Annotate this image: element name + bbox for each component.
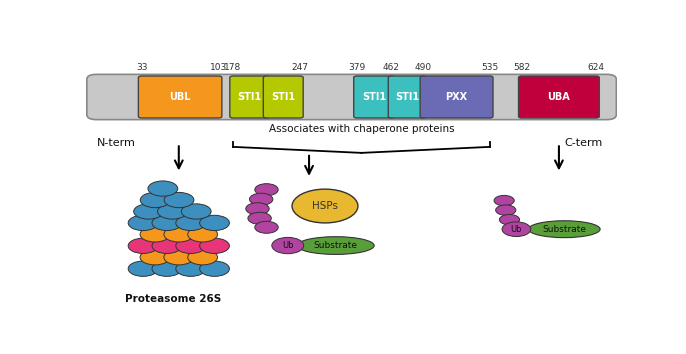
Circle shape — [255, 184, 279, 196]
Text: N-term: N-term — [96, 138, 135, 148]
Text: STI1: STI1 — [271, 92, 295, 102]
Circle shape — [141, 193, 170, 208]
Circle shape — [499, 215, 519, 225]
Text: Substrate: Substrate — [314, 241, 357, 250]
Text: Associates with chaperone proteins: Associates with chaperone proteins — [269, 124, 454, 134]
Ellipse shape — [297, 237, 374, 255]
Circle shape — [255, 221, 279, 233]
Circle shape — [176, 261, 206, 276]
Circle shape — [188, 227, 217, 242]
Text: PXX: PXX — [445, 92, 468, 102]
Text: 33: 33 — [136, 63, 147, 73]
Text: 535: 535 — [481, 63, 499, 73]
Text: STI1: STI1 — [395, 92, 419, 102]
Circle shape — [164, 193, 194, 208]
Circle shape — [200, 238, 229, 253]
Circle shape — [292, 189, 358, 223]
Circle shape — [152, 215, 182, 230]
Circle shape — [140, 227, 170, 242]
Circle shape — [250, 193, 273, 205]
FancyBboxPatch shape — [388, 76, 427, 118]
Circle shape — [502, 222, 531, 236]
Circle shape — [176, 238, 206, 253]
Text: Proteasome 26S: Proteasome 26S — [126, 294, 222, 304]
Text: UBL: UBL — [169, 92, 191, 102]
Circle shape — [128, 215, 158, 230]
Circle shape — [181, 204, 211, 219]
FancyBboxPatch shape — [87, 74, 616, 120]
FancyBboxPatch shape — [139, 76, 222, 118]
FancyBboxPatch shape — [263, 76, 303, 118]
FancyBboxPatch shape — [519, 76, 600, 118]
Circle shape — [152, 261, 182, 276]
Circle shape — [152, 238, 182, 253]
Circle shape — [134, 204, 163, 219]
Text: 247: 247 — [292, 63, 309, 73]
Text: Ub: Ub — [282, 241, 294, 250]
Text: 462: 462 — [383, 63, 400, 73]
Circle shape — [128, 238, 158, 253]
Circle shape — [200, 261, 229, 276]
FancyBboxPatch shape — [230, 76, 270, 118]
Circle shape — [140, 250, 170, 265]
Circle shape — [496, 205, 516, 215]
FancyBboxPatch shape — [354, 76, 394, 118]
Text: STI1: STI1 — [362, 92, 386, 102]
Text: 582: 582 — [513, 63, 530, 73]
Circle shape — [128, 261, 158, 276]
Circle shape — [158, 204, 187, 219]
Text: C-term: C-term — [564, 138, 602, 148]
Circle shape — [246, 203, 269, 215]
Text: 490: 490 — [415, 63, 432, 73]
Text: Ub: Ub — [510, 225, 522, 234]
Circle shape — [164, 227, 193, 242]
Text: 624: 624 — [588, 63, 604, 73]
Circle shape — [176, 215, 206, 230]
Circle shape — [200, 215, 229, 230]
Text: STI1: STI1 — [238, 92, 262, 102]
Ellipse shape — [528, 221, 600, 238]
Text: HSPs: HSPs — [312, 201, 338, 211]
Text: 379: 379 — [348, 63, 366, 73]
Circle shape — [148, 181, 178, 196]
Text: Substrate: Substrate — [542, 225, 587, 234]
Text: 103: 103 — [210, 63, 227, 73]
Text: UBA: UBA — [547, 92, 570, 102]
Circle shape — [248, 212, 271, 224]
Circle shape — [188, 250, 217, 265]
Circle shape — [272, 238, 304, 254]
Circle shape — [164, 250, 193, 265]
Text: 178: 178 — [224, 63, 241, 73]
FancyBboxPatch shape — [420, 76, 493, 118]
Circle shape — [494, 195, 514, 206]
